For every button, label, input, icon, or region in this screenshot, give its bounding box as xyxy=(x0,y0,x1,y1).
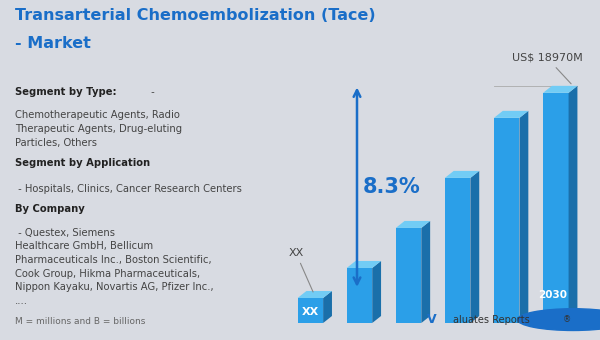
Text: -: - xyxy=(148,87,155,97)
Text: Segment by Type:: Segment by Type: xyxy=(15,87,116,97)
Text: By Company: By Company xyxy=(15,204,85,214)
Text: M = millions and B = billions: M = millions and B = billions xyxy=(15,318,145,326)
Polygon shape xyxy=(494,118,520,323)
Polygon shape xyxy=(494,111,529,118)
Text: - Market: - Market xyxy=(15,36,91,51)
Text: V: V xyxy=(427,313,437,326)
Text: XX: XX xyxy=(302,307,319,318)
Text: - Questex, Siemens
Healthcare GmbH, Bellicum
Pharmaceuticals Inc., Boston Scient: - Questex, Siemens Healthcare GmbH, Bell… xyxy=(15,228,214,306)
Text: 2030: 2030 xyxy=(538,290,567,300)
Polygon shape xyxy=(445,178,470,323)
Polygon shape xyxy=(396,221,430,228)
Polygon shape xyxy=(347,261,381,268)
Polygon shape xyxy=(298,298,323,323)
Polygon shape xyxy=(298,291,332,298)
Polygon shape xyxy=(470,171,479,323)
Polygon shape xyxy=(543,93,569,323)
Text: Segment by Application: Segment by Application xyxy=(15,158,150,168)
Text: - Hospitals, Clinics, Cancer Research Centers: - Hospitals, Clinics, Cancer Research Ce… xyxy=(15,184,242,193)
Text: 8.3%: 8.3% xyxy=(363,177,421,197)
Polygon shape xyxy=(347,268,372,323)
Text: aluates Reports: aluates Reports xyxy=(453,314,530,325)
Polygon shape xyxy=(520,111,529,323)
Text: ®: ® xyxy=(563,315,571,324)
Text: Chemotherapeutic Agents, Radio
Therapeutic Agents, Drug-eluting
Particles, Other: Chemotherapeutic Agents, Radio Therapeut… xyxy=(15,110,182,148)
Polygon shape xyxy=(396,228,421,323)
Text: US$ 18970M: US$ 18970M xyxy=(512,53,583,84)
Text: Transarterial Chemoembolization (Tace): Transarterial Chemoembolization (Tace) xyxy=(15,8,376,23)
Text: XX: XX xyxy=(288,248,313,292)
Polygon shape xyxy=(421,221,430,323)
Polygon shape xyxy=(445,171,479,178)
Circle shape xyxy=(517,309,600,330)
Polygon shape xyxy=(323,291,332,323)
Polygon shape xyxy=(569,86,577,323)
Polygon shape xyxy=(372,261,381,323)
Polygon shape xyxy=(543,86,577,93)
